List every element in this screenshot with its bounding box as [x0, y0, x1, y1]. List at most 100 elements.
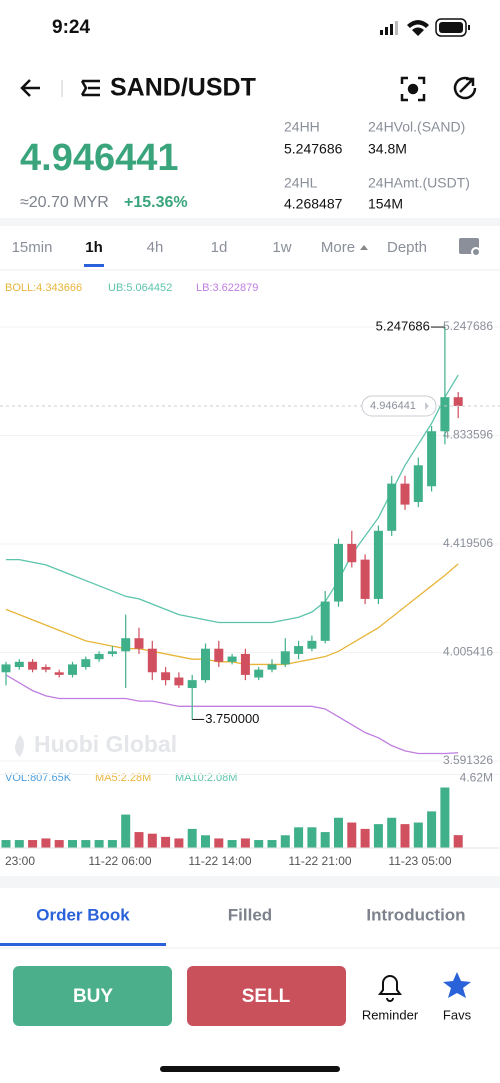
x-tick-label: 11-23 05:00 — [388, 854, 451, 868]
reminder-label[interactable]: Reminder — [362, 1007, 419, 1022]
stat-value: 34.8M — [368, 141, 407, 157]
volume-bar — [373, 824, 383, 848]
buy-label[interactable]: BUY — [73, 986, 113, 1007]
volume-bar — [174, 838, 184, 848]
volume-bar — [294, 827, 304, 848]
fiat-price: ≈20.70 MYR — [20, 194, 109, 211]
more-caret — [360, 245, 368, 250]
volume-bar — [427, 811, 437, 848]
interval-tab[interactable]: 1w — [272, 239, 291, 256]
volume-bar — [387, 817, 397, 848]
interval-tab[interactable]: 1d — [211, 239, 228, 256]
candle-body — [453, 397, 463, 406]
bell-icon[interactable] — [378, 975, 402, 1002]
candle-body — [161, 672, 171, 681]
candle-body — [134, 638, 144, 649]
candle-body — [174, 677, 184, 686]
tab-active[interactable]: Order Book — [36, 905, 130, 924]
home-indicator — [160, 1066, 340, 1072]
candle-body — [14, 661, 24, 668]
volume-bar — [240, 838, 250, 848]
separator — [0, 218, 500, 226]
candle-body — [121, 638, 131, 652]
volume-bar — [94, 840, 104, 848]
last-price: 4.946441 — [20, 137, 179, 179]
volume-legend: VOL:807.65K — [5, 772, 72, 784]
tab[interactable]: Introduction — [366, 905, 465, 924]
candle-body — [254, 669, 264, 678]
sell-button[interactable] — [187, 966, 346, 1026]
candle-body — [347, 543, 357, 563]
stat-value: 4.268487 — [284, 196, 343, 212]
interval-tab[interactable]: More — [321, 239, 355, 256]
candle-body — [440, 397, 450, 432]
indicator-line — [5, 674, 459, 755]
tab-indicator — [0, 943, 166, 946]
candle-body — [280, 651, 290, 665]
candle-body — [187, 680, 197, 688]
scan-icon[interactable] — [400, 76, 426, 102]
volume-bar — [201, 835, 210, 848]
volume-bar — [413, 822, 423, 848]
status-icons — [380, 18, 470, 37]
candle-body — [307, 640, 317, 649]
y-tick-label: 4.005416 — [443, 645, 493, 659]
high-marker: 5.247686 — [376, 318, 430, 333]
candle-body — [400, 483, 410, 505]
candle-body — [94, 653, 104, 660]
volume-legend: MA10:2.08M — [175, 772, 237, 784]
indicator-label: BOLL:4.343666 — [5, 282, 82, 294]
candle-body — [334, 543, 343, 602]
back-button[interactable] — [20, 79, 40, 97]
menu-icon[interactable] — [80, 79, 100, 97]
x-tick-label: 11-22 06:00 — [88, 854, 151, 868]
interval-tab[interactable]: 1h — [85, 239, 103, 256]
separator — [0, 876, 500, 888]
tab[interactable]: Filled — [228, 905, 272, 924]
favs-icon[interactable] — [443, 972, 471, 998]
y-tick-label: 4.833596 — [443, 428, 493, 442]
candle-body — [373, 530, 383, 599]
interval-tab[interactable]: Depth — [387, 239, 427, 256]
settings-icon[interactable] — [459, 238, 481, 257]
sell-label[interactable]: SELL — [242, 986, 291, 1007]
indicator-label: LB:3.622879 — [196, 282, 258, 294]
change: +15.36% — [124, 194, 188, 211]
candle-body — [107, 651, 117, 654]
volume-bar — [187, 828, 197, 848]
share-icon[interactable] — [453, 76, 477, 100]
buy-button[interactable] — [13, 966, 172, 1026]
candle-body — [320, 601, 330, 641]
candle-body — [294, 646, 304, 654]
pair-title[interactable]: SAND/USDT — [110, 74, 256, 102]
volume-bar — [107, 840, 117, 848]
volume-bar — [280, 835, 290, 848]
candle-body — [147, 648, 157, 673]
stat-value: 154M — [368, 196, 403, 212]
last-price-tag-label: 4.946441 — [370, 400, 416, 412]
interval-tab[interactable]: 15min — [12, 239, 53, 256]
indicator-label: UB:5.064452 — [108, 282, 172, 294]
last-price-tag — [361, 395, 437, 417]
y-tick-label: 4.419506 — [443, 536, 493, 550]
clock: 9:24 — [52, 17, 90, 38]
volume-bar — [440, 787, 450, 848]
favs-label[interactable]: Favs — [443, 1007, 472, 1022]
x-tick-label: 11-22 21:00 — [288, 854, 351, 868]
stat-label: 24HH — [284, 119, 320, 135]
volume-bar — [41, 838, 51, 848]
volume-bar — [453, 835, 463, 848]
watermark: Huobi Global — [34, 731, 177, 757]
volume-bar — [254, 840, 264, 848]
volume-bar — [121, 814, 131, 848]
stat-value: 5.247686 — [284, 141, 343, 157]
candle-body — [41, 667, 51, 670]
volume-bar — [81, 840, 91, 848]
candle-body — [68, 664, 77, 675]
stat-label: 24HL — [284, 175, 318, 191]
candle-body — [427, 431, 437, 487]
interval-tab[interactable]: 4h — [147, 239, 164, 256]
volume-bar — [54, 840, 64, 848]
volume-bar — [14, 840, 24, 848]
